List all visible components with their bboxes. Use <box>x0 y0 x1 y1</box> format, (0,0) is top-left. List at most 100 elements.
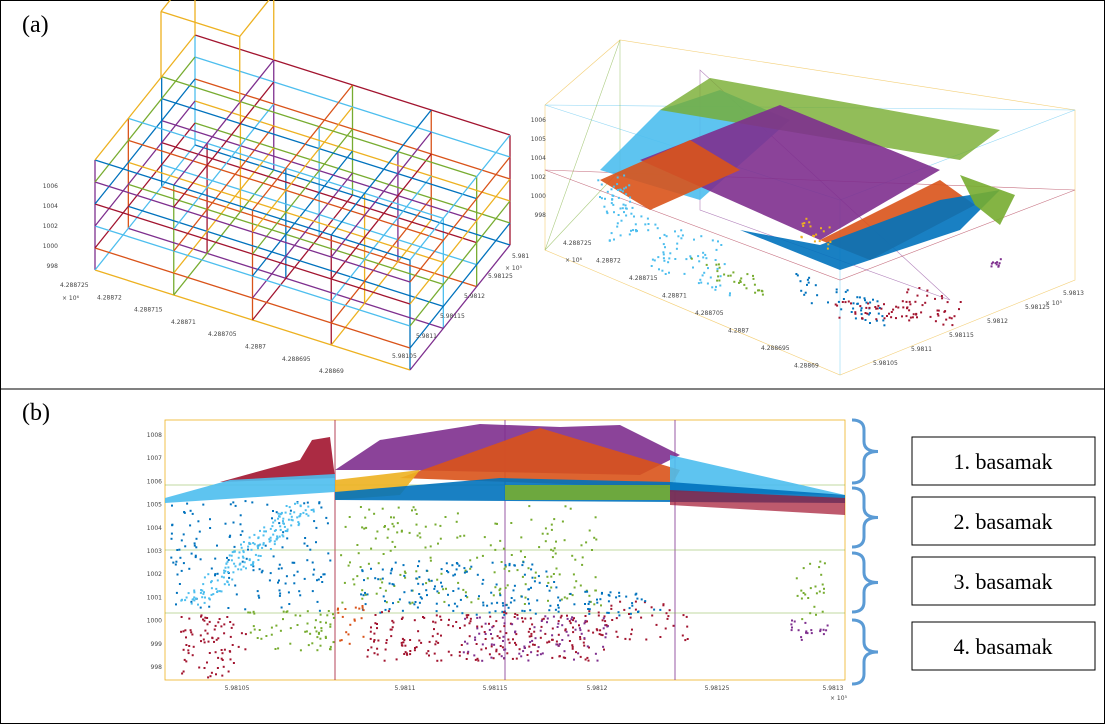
point <box>715 285 717 288</box>
tick-label: 4.288695 <box>282 356 311 363</box>
point <box>375 592 378 595</box>
point <box>447 604 450 607</box>
point <box>403 574 406 577</box>
wireframe-edge <box>251 106 354 233</box>
wireframe-edge <box>94 122 196 249</box>
point <box>644 600 647 603</box>
point <box>429 556 432 559</box>
point <box>278 515 280 518</box>
point <box>538 581 541 584</box>
point <box>391 522 394 525</box>
point <box>559 616 562 619</box>
point <box>193 544 196 547</box>
point <box>290 524 293 527</box>
wireframe-edge <box>409 244 511 371</box>
point <box>373 640 375 643</box>
point <box>902 306 905 309</box>
point <box>895 317 897 320</box>
point <box>596 601 599 604</box>
point <box>418 639 421 642</box>
point <box>198 530 201 533</box>
point <box>574 558 577 561</box>
point <box>501 602 504 605</box>
point <box>178 583 181 585</box>
point <box>282 535 285 538</box>
point <box>634 229 637 231</box>
point <box>806 632 809 635</box>
point <box>242 541 245 543</box>
point <box>415 577 418 580</box>
point <box>541 618 544 621</box>
point <box>623 211 625 214</box>
point <box>299 649 302 652</box>
point <box>530 632 533 635</box>
point <box>463 571 466 574</box>
point <box>514 631 516 634</box>
point <box>574 620 577 623</box>
point <box>200 614 203 617</box>
point <box>226 616 229 618</box>
point <box>827 301 829 304</box>
point <box>528 505 531 508</box>
point <box>953 315 956 318</box>
point <box>596 598 598 601</box>
step-box <box>911 436 1096 486</box>
point <box>339 639 342 642</box>
tick-label: 5.98105 <box>225 685 250 692</box>
tick-label: 5.98115 <box>949 332 974 339</box>
point <box>860 307 863 310</box>
point <box>625 595 628 598</box>
wireframe-edge <box>94 56 196 183</box>
point <box>625 207 628 210</box>
point <box>245 557 248 560</box>
point <box>502 635 505 638</box>
point <box>239 523 242 526</box>
point <box>599 629 602 632</box>
point <box>603 615 606 618</box>
point <box>447 624 450 627</box>
point <box>829 241 832 243</box>
point <box>877 304 880 307</box>
point <box>188 567 191 570</box>
point <box>607 600 610 603</box>
point <box>631 602 634 605</box>
point <box>916 316 918 319</box>
tick-label: 1005 <box>147 502 162 509</box>
point <box>464 569 467 572</box>
point <box>531 639 534 642</box>
point <box>170 532 173 535</box>
point <box>312 508 315 511</box>
point <box>553 581 556 583</box>
point <box>365 526 368 529</box>
point <box>523 603 526 605</box>
point <box>572 619 574 622</box>
point <box>615 630 618 633</box>
point <box>270 626 273 629</box>
point <box>573 617 575 620</box>
wireframe-edge <box>251 84 354 211</box>
point <box>522 650 525 653</box>
point <box>185 660 188 663</box>
point <box>281 546 284 549</box>
point <box>361 589 364 592</box>
point <box>299 505 302 508</box>
point <box>630 633 633 636</box>
point <box>588 612 591 615</box>
point <box>430 579 433 582</box>
point <box>733 280 736 283</box>
wireframe-edge <box>173 59 275 186</box>
point <box>402 641 405 644</box>
point <box>302 511 305 514</box>
point <box>524 556 526 558</box>
point <box>585 541 588 544</box>
point <box>373 632 376 635</box>
point <box>619 234 622 237</box>
point <box>276 536 279 539</box>
point <box>341 601 344 604</box>
point <box>597 179 600 182</box>
point <box>433 628 435 631</box>
point <box>588 594 591 597</box>
point <box>634 593 637 596</box>
point <box>437 641 440 644</box>
